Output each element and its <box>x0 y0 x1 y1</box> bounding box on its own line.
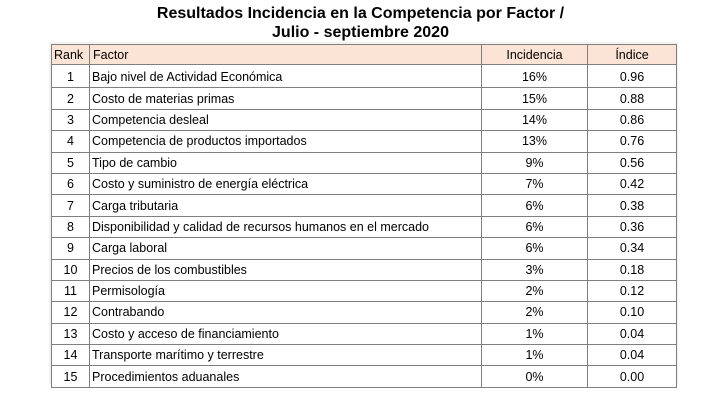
cell-incidencia: 0% <box>481 365 588 388</box>
table-row: 15 Procedimientos aduanales 0% 0.00 <box>51 365 677 388</box>
cell-factor: Tipo de cambio <box>89 151 482 174</box>
cell-indice: 0.12 <box>587 279 677 303</box>
cell-incidencia: 16% <box>481 63 588 89</box>
cell-incidencia: 15% <box>481 87 588 110</box>
table-row: 6 Costo y suministro de energía eléctrica… <box>51 172 677 196</box>
cell-indice: 0.88 <box>587 87 677 110</box>
cell-factor: Costo y acceso de financiamiento <box>89 322 482 346</box>
cell-incidencia: 6% <box>481 215 588 239</box>
cell-indice: 0.04 <box>587 344 677 367</box>
cell-indice: 0.36 <box>587 215 677 239</box>
table-row: 4 Competencia de productos importados 13% 0… <box>51 130 677 153</box>
cell-indice: 0.56 <box>587 151 677 174</box>
cell-incidencia: 7% <box>481 172 588 196</box>
cell-factor: Disponibilidad y calidad de recursos hum… <box>89 215 482 239</box>
table-row: 3 Competencia desleal 14% 0.86 <box>51 108 677 132</box>
cell-rank: 6 <box>51 172 90 196</box>
title-line-2: Julio - septiembre 2020 <box>272 24 449 41</box>
cell-indice: 0.38 <box>587 194 677 217</box>
incidence-table: Rank Factor Incidencia Índice 1 Bajo nive… <box>51 44 677 388</box>
cell-indice: 0.76 <box>587 130 677 153</box>
table-row: 14 Transporte marítimo y terrestre 1% 0.04 <box>51 344 677 367</box>
cell-incidencia: 3% <box>481 258 588 281</box>
cell-incidencia: 6% <box>481 237 588 260</box>
cell-factor: Precios de los combustibles <box>89 258 482 281</box>
header-incidencia: Incidencia <box>481 44 588 65</box>
cell-indice: 0.34 <box>587 237 677 260</box>
cell-rank: 5 <box>51 151 90 174</box>
cell-indice: 0.04 <box>587 322 677 346</box>
cell-rank: 8 <box>51 215 90 239</box>
cell-incidencia: 9% <box>481 151 588 174</box>
cell-indice: 0.42 <box>587 172 677 196</box>
cell-rank: 9 <box>51 237 90 260</box>
cell-rank: 3 <box>51 108 90 132</box>
cell-factor: Competencia de productos importados <box>89 130 482 153</box>
table-container: Rank Factor Incidencia Índice 1 Bajo nive… <box>49 42 678 388</box>
table-row: 10 Precios de los combustibles 3% 0.18 <box>51 258 677 281</box>
cell-incidencia: 13% <box>481 130 588 153</box>
table-header-row: Rank Factor Incidencia Índice <box>51 44 677 65</box>
cell-factor: Carga tributaria <box>89 194 482 217</box>
cell-factor: Competencia desleal <box>89 108 482 132</box>
table-row: 7 Carga tributaria 6% 0.38 <box>51 194 677 217</box>
cell-rank: 15 <box>51 365 90 388</box>
table-row: 5 Tipo de cambio 9% 0.56 <box>51 151 677 174</box>
cell-indice: 0.10 <box>587 301 677 324</box>
title-line-1: Resultados Incidencia en la Competencia … <box>156 5 565 22</box>
table-body: 1 Bajo nivel de Actividad Económica 16% 0.9… <box>51 63 677 388</box>
cell-rank: 1 <box>51 63 90 89</box>
table-row: 9 Carga laboral 6% 0.34 <box>51 237 677 260</box>
table-row: 2 Costo de materias primas 15% 0.88 <box>51 87 677 110</box>
cell-factor: Contrabando <box>89 301 482 324</box>
cell-incidencia: 2% <box>481 301 588 324</box>
cell-rank: 14 <box>51 344 90 367</box>
cell-factor: Costo y suministro de energía eléctrica <box>89 172 482 196</box>
table-row: 13 Costo y acceso de financiamiento 1% 0.04 <box>51 322 677 346</box>
cell-incidencia: 1% <box>481 322 588 346</box>
cell-incidencia: 6% <box>481 194 588 217</box>
cell-factor: Procedimientos aduanales <box>89 365 482 388</box>
cell-incidencia: 1% <box>481 344 588 367</box>
cell-factor: Carga laboral <box>89 237 482 260</box>
cell-indice: 0.18 <box>587 258 677 281</box>
cell-factor: Bajo nivel de Actividad Económica <box>89 63 482 89</box>
cell-indice: 0.86 <box>587 108 677 132</box>
cell-incidencia: 2% <box>481 279 588 303</box>
table-row: 8 Disponibilidad y calidad de recursos hu… <box>51 215 677 239</box>
header-rank: Rank <box>51 44 90 65</box>
header-factor: Factor <box>89 44 482 65</box>
cell-indice: 0.96 <box>587 63 677 89</box>
table-row: 1 Bajo nivel de Actividad Económica 16% 0.9… <box>51 63 677 89</box>
cell-rank: 11 <box>51 279 90 303</box>
cell-rank: 13 <box>51 322 90 346</box>
cell-factor: Transporte marítimo y terrestre <box>89 344 482 367</box>
cell-rank: 7 <box>51 194 90 217</box>
cell-factor: Costo de materias primas <box>89 87 482 110</box>
cell-factor: Permisología <box>89 279 482 303</box>
cell-incidencia: 14% <box>481 108 588 132</box>
cell-indice: 0.00 <box>587 365 677 388</box>
header-indice: Índice <box>587 44 677 65</box>
cell-rank: 10 <box>51 258 90 281</box>
cell-rank: 2 <box>51 87 90 110</box>
page-title: Resultados Incidencia en la Competencia … <box>0 4 703 42</box>
table-row: 11 Permisología 2% 0.12 <box>51 279 677 303</box>
cell-rank: 4 <box>51 130 90 153</box>
cell-rank: 12 <box>51 301 90 324</box>
table-row: 12 Contrabando 2% 0.10 <box>51 301 677 324</box>
